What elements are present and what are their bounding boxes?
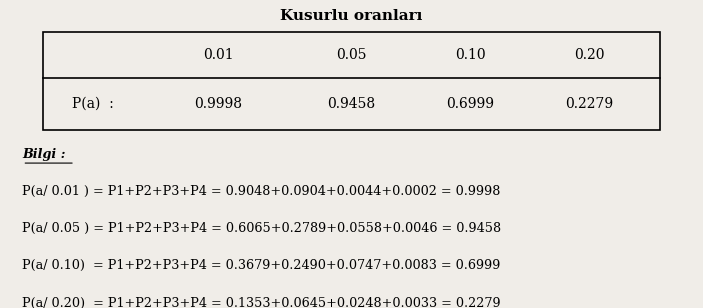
Text: 0.05: 0.05: [336, 48, 367, 62]
Text: 0.10: 0.10: [456, 48, 486, 62]
Text: 0.9998: 0.9998: [195, 97, 243, 111]
Text: 0.20: 0.20: [574, 48, 605, 62]
Text: Bilgi :: Bilgi :: [22, 148, 66, 161]
Text: P(a/ 0.01 ) = P1+P2+P3+P4 = 0.9048+0.0904+0.0044+0.0002 = 0.9998: P(a/ 0.01 ) = P1+P2+P3+P4 = 0.9048+0.090…: [22, 185, 501, 198]
Text: P(a/ 0.20)  = P1+P2+P3+P4 = 0.1353+0.0645+0.0248+0.0033 = 0.2279: P(a/ 0.20) = P1+P2+P3+P4 = 0.1353+0.0645…: [22, 297, 501, 308]
Text: P(a)  :: P(a) :: [72, 97, 113, 111]
Text: 0.9458: 0.9458: [328, 97, 375, 111]
Text: P(a/ 0.10)  = P1+P2+P3+P4 = 0.3679+0.2490+0.0747+0.0083 = 0.6999: P(a/ 0.10) = P1+P2+P3+P4 = 0.3679+0.2490…: [22, 259, 501, 272]
Text: Kusurlu oranları: Kusurlu oranları: [280, 9, 423, 23]
Text: 0.01: 0.01: [203, 48, 234, 62]
Text: P(a/ 0.05 ) = P1+P2+P3+P4 = 0.6065+0.2789+0.0558+0.0046 = 0.9458: P(a/ 0.05 ) = P1+P2+P3+P4 = 0.6065+0.278…: [22, 222, 501, 235]
Text: 0.2279: 0.2279: [565, 97, 614, 111]
Text: 0.6999: 0.6999: [446, 97, 494, 111]
